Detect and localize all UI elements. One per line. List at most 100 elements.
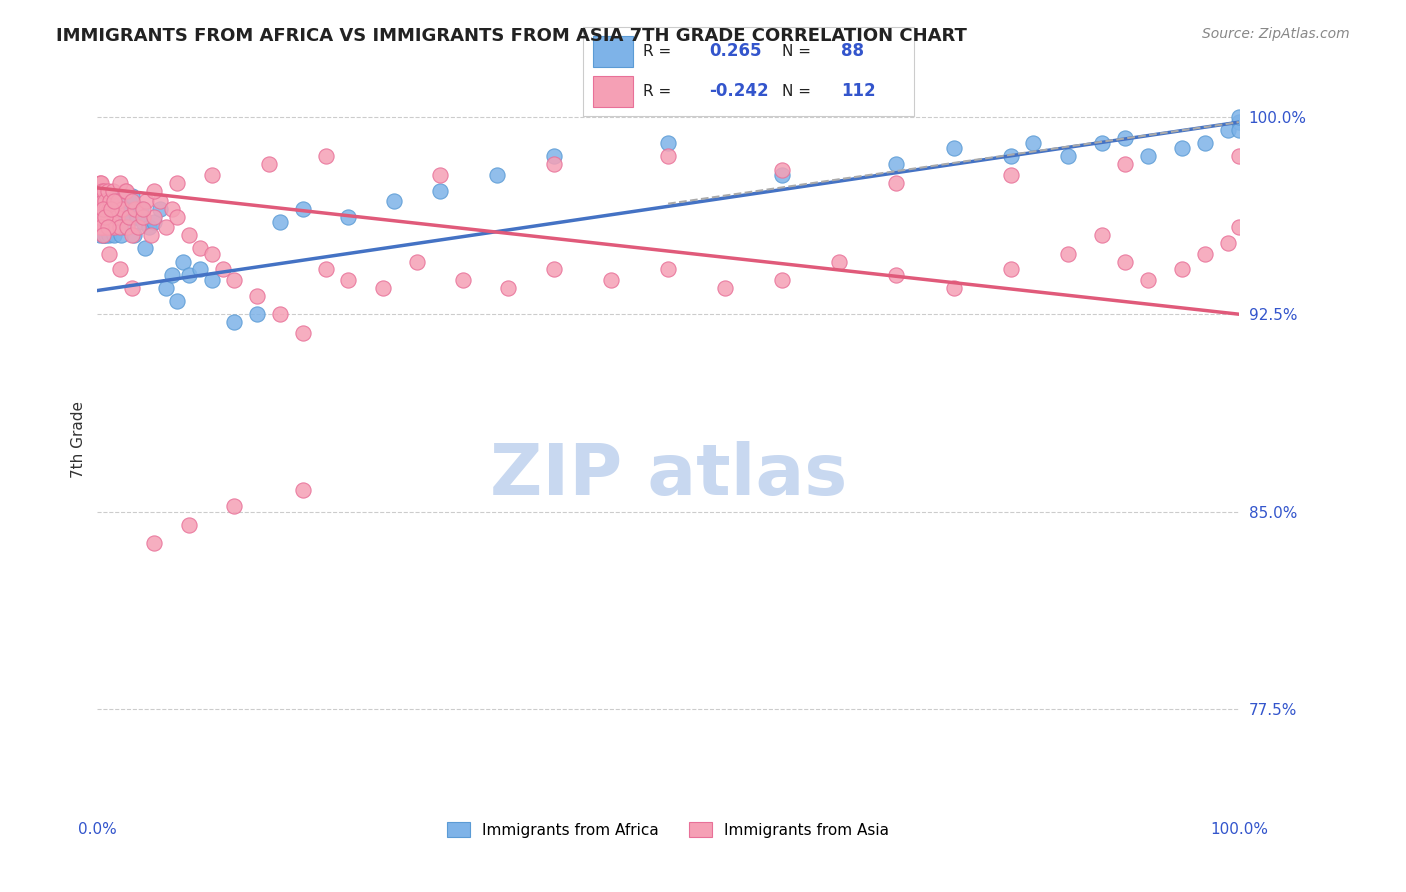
Immigrants from Africa <box>87 202 110 216</box>
Immigrants from Africa <box>98 202 121 216</box>
Immigrants from Asia <box>143 536 166 550</box>
Immigrants from Africa <box>107 215 129 229</box>
Immigrants from Asia <box>118 210 141 224</box>
Immigrants from Africa <box>98 215 121 229</box>
Immigrants from Asia <box>714 281 737 295</box>
Text: Source: ZipAtlas.com: Source: ZipAtlas.com <box>1202 27 1350 41</box>
Immigrants from Asia <box>89 210 111 224</box>
Immigrants from Africa <box>94 220 117 235</box>
Immigrants from Africa <box>101 210 124 224</box>
Immigrants from Africa <box>94 189 117 203</box>
Immigrants from Africa <box>115 202 138 216</box>
Immigrants from Asia <box>115 220 138 235</box>
Legend: Immigrants from Africa, Immigrants from Asia: Immigrants from Africa, Immigrants from … <box>440 815 896 844</box>
Immigrants from Asia <box>103 194 125 208</box>
Immigrants from Africa <box>87 210 110 224</box>
Immigrants from Asia <box>657 149 679 163</box>
Immigrants from Asia <box>100 210 122 224</box>
Immigrants from Asia <box>139 228 162 243</box>
Immigrants from Asia <box>224 273 246 287</box>
Immigrants from Africa <box>96 228 118 243</box>
Immigrants from Africa <box>149 202 172 216</box>
Immigrants from Africa <box>155 281 177 295</box>
Immigrants from Asia <box>104 202 127 216</box>
Immigrants from Asia <box>257 157 280 171</box>
Immigrants from Asia <box>90 202 112 216</box>
Immigrants from Asia <box>291 326 314 340</box>
Text: -0.242: -0.242 <box>709 82 769 101</box>
Immigrants from Africa <box>121 189 143 203</box>
Immigrants from Africa <box>90 215 112 229</box>
Immigrants from Africa <box>1171 141 1194 155</box>
Immigrants from Africa <box>118 194 141 208</box>
Immigrants from Asia <box>212 262 235 277</box>
Immigrants from Asia <box>93 184 115 198</box>
Immigrants from Africa <box>97 202 120 216</box>
Immigrants from Asia <box>93 220 115 235</box>
Immigrants from Africa <box>103 228 125 243</box>
Immigrants from Asia <box>371 281 394 295</box>
Immigrants from Asia <box>90 220 112 235</box>
Immigrants from Asia <box>108 220 131 235</box>
Immigrants from Asia <box>94 210 117 224</box>
Immigrants from Africa <box>90 220 112 235</box>
Immigrants from Asia <box>177 228 200 243</box>
Immigrants from Asia <box>93 202 115 216</box>
Immigrants from Africa <box>103 207 125 221</box>
Text: 100.0%: 100.0% <box>1211 822 1268 837</box>
Immigrants from Africa <box>166 293 188 308</box>
Immigrants from Africa <box>1227 115 1250 129</box>
Immigrants from Asia <box>101 202 124 216</box>
Immigrants from Africa <box>1136 149 1159 163</box>
Immigrants from Africa <box>1000 149 1022 163</box>
Immigrants from Asia <box>543 157 565 171</box>
Immigrants from Africa <box>103 189 125 203</box>
Immigrants from Africa <box>108 189 131 203</box>
Immigrants from Asia <box>121 228 143 243</box>
Immigrants from Africa <box>143 215 166 229</box>
Immigrants from Asia <box>886 176 908 190</box>
Text: ZIP atlas: ZIP atlas <box>489 441 846 510</box>
Immigrants from Asia <box>1136 273 1159 287</box>
Immigrants from Asia <box>91 194 114 208</box>
Immigrants from Africa <box>89 228 111 243</box>
Immigrants from Africa <box>91 228 114 243</box>
Text: R =: R = <box>643 84 671 99</box>
Immigrants from Asia <box>100 202 122 216</box>
Text: 0.265: 0.265 <box>709 42 762 61</box>
Immigrants from Asia <box>115 184 138 198</box>
Immigrants from Asia <box>124 202 146 216</box>
Immigrants from Asia <box>498 281 520 295</box>
Immigrants from Asia <box>103 220 125 235</box>
Immigrants from Asia <box>246 289 269 303</box>
Immigrants from Asia <box>98 194 121 208</box>
Immigrants from Asia <box>132 210 155 224</box>
Immigrants from Africa <box>382 194 405 208</box>
Immigrants from Africa <box>97 220 120 235</box>
Immigrants from Asia <box>149 194 172 208</box>
Immigrants from Africa <box>90 202 112 216</box>
Immigrants from Asia <box>429 168 451 182</box>
Immigrants from Asia <box>543 262 565 277</box>
Immigrants from Asia <box>97 184 120 198</box>
Immigrants from Africa <box>110 228 132 243</box>
Immigrants from Africa <box>224 315 246 329</box>
Immigrants from Africa <box>188 262 211 277</box>
Immigrants from Africa <box>100 220 122 235</box>
Immigrants from Asia <box>451 273 474 287</box>
Immigrants from Asia <box>90 210 112 224</box>
Immigrants from Asia <box>97 246 120 260</box>
Immigrants from Africa <box>337 210 360 224</box>
Immigrants from Asia <box>97 202 120 216</box>
Immigrants from Asia <box>135 194 157 208</box>
Immigrants from Africa <box>138 220 160 235</box>
Immigrants from Asia <box>166 176 188 190</box>
Immigrants from Africa <box>94 202 117 216</box>
Immigrants from Africa <box>96 215 118 229</box>
Immigrants from Africa <box>246 307 269 321</box>
Immigrants from Africa <box>89 189 111 203</box>
Immigrants from Asia <box>315 262 337 277</box>
Immigrants from Africa <box>134 242 156 256</box>
Immigrants from Africa <box>93 207 115 221</box>
Immigrants from Africa <box>117 215 139 229</box>
